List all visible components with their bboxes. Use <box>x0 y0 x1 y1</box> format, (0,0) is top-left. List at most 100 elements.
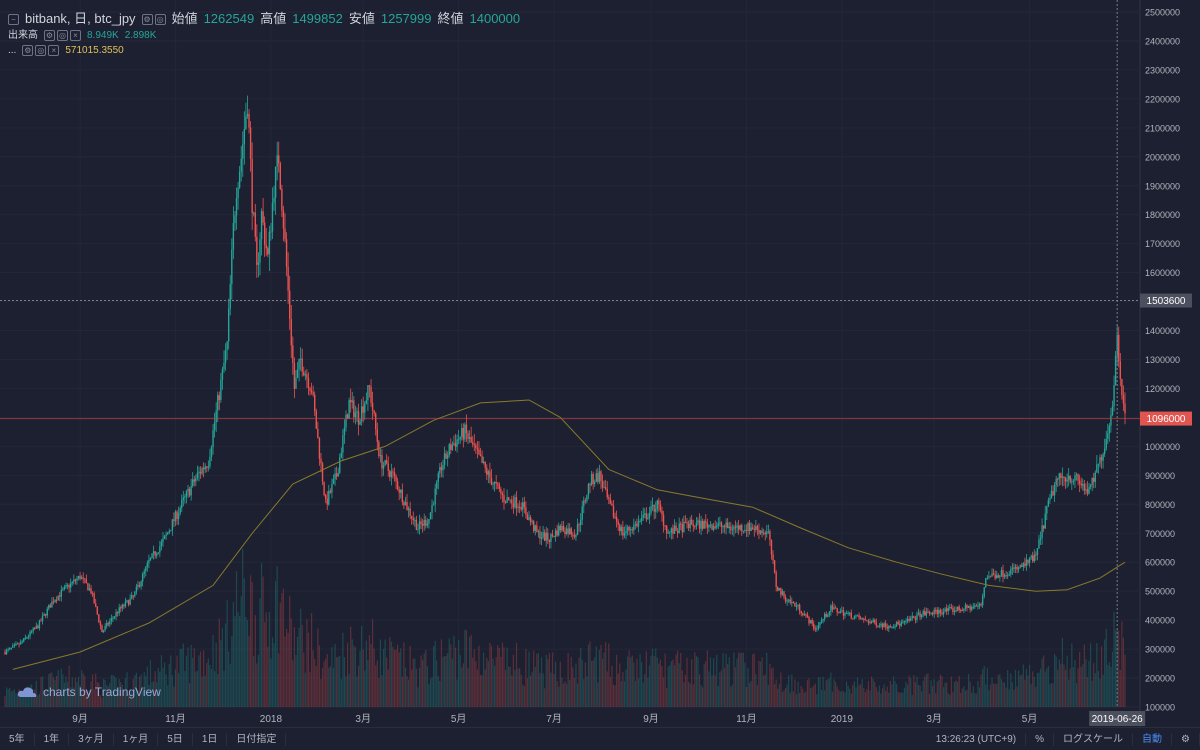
candle-body <box>1027 559 1029 563</box>
volume-bar <box>960 693 962 707</box>
candle-body <box>927 611 929 613</box>
volume-bar <box>51 672 53 707</box>
candle-body <box>640 517 643 522</box>
candle-body <box>135 586 138 592</box>
candle-body <box>523 502 526 508</box>
volume-bar <box>48 674 50 707</box>
candle-body <box>4 651 6 655</box>
volume-bar <box>1025 669 1028 707</box>
volume-bar <box>304 672 306 707</box>
candle-body <box>40 620 42 622</box>
range-3m[interactable]: 3ヶ月 <box>69 732 114 746</box>
volume-bar <box>384 639 386 707</box>
candle-body <box>806 614 809 618</box>
low-label: 安値 <box>348 11 375 26</box>
volume-bar <box>747 667 749 707</box>
candle-body <box>698 520 701 529</box>
candle-body <box>414 519 416 521</box>
candle-body <box>1024 563 1026 567</box>
volume-bar <box>630 657 632 707</box>
volume-bar <box>118 678 120 707</box>
volume-bar <box>1107 665 1109 707</box>
volume-bar <box>296 636 299 707</box>
candle-body <box>747 523 749 532</box>
volume-bar <box>370 643 372 707</box>
log-scale-toggle[interactable]: ログスケール <box>1054 732 1134 746</box>
volume-bar <box>897 691 899 707</box>
volume-bar <box>425 650 427 707</box>
volume-bar <box>281 593 283 707</box>
hide-icon[interactable]: ◎ <box>154 13 166 25</box>
crosshair-price-label: 1503600 <box>1140 293 1192 308</box>
range-custom-date[interactable]: 日付指定 <box>227 732 287 746</box>
volume-bar <box>234 616 236 707</box>
range-1d[interactable]: 1日 <box>193 732 228 746</box>
volume-bar <box>345 676 347 707</box>
candle-body <box>964 605 967 609</box>
candle-body <box>401 489 404 503</box>
volume-remove-icon[interactable]: × <box>70 30 81 41</box>
range-1y[interactable]: 1年 <box>35 732 70 746</box>
auto-scale-toggle[interactable]: 自動 <box>1133 732 1173 746</box>
volume-bar <box>249 575 252 707</box>
candle-body <box>572 534 574 536</box>
clock-time[interactable]: 13:26:23 (UTC+9) <box>927 732 1027 746</box>
candle-body <box>407 508 410 510</box>
candle-body <box>637 521 640 527</box>
volume-bar <box>137 690 139 707</box>
candle-body <box>947 607 949 612</box>
candle-body <box>41 615 44 621</box>
gear-icon[interactable]: ⚙ <box>1172 732 1200 746</box>
volume-bar <box>59 692 61 707</box>
volume-bar <box>99 695 102 707</box>
candle-body <box>908 618 910 621</box>
volume-bar <box>967 673 970 707</box>
ma-remove-icon[interactable]: × <box>48 45 60 56</box>
volume-bar <box>312 650 314 707</box>
volume-bar <box>395 649 397 707</box>
candle-body <box>728 526 730 529</box>
candle-body <box>606 488 608 498</box>
candle-body <box>109 621 111 625</box>
candle-body <box>360 406 363 422</box>
candle-body <box>922 611 924 615</box>
range-5d[interactable]: 5日 <box>158 732 193 746</box>
time-tick-label: 3月 <box>355 713 371 725</box>
candle-body <box>1121 379 1123 395</box>
candle-body <box>96 606 98 615</box>
ma-hide-icon[interactable]: ◎ <box>35 45 47 56</box>
candle-body <box>935 609 937 611</box>
range-5y[interactable]: 5年 <box>0 732 35 746</box>
candle-body <box>1093 477 1095 482</box>
percent-toggle[interactable]: % <box>1026 732 1055 746</box>
candle-body <box>395 475 397 482</box>
candle-body <box>586 495 588 501</box>
volume-bar <box>844 692 846 707</box>
candle-body <box>335 473 338 477</box>
candle-body <box>1108 425 1111 434</box>
candle-body <box>320 458 322 464</box>
candle-body <box>1003 575 1006 577</box>
volume-bar <box>242 548 244 707</box>
volume-bar <box>132 679 134 707</box>
candle-body <box>623 533 626 536</box>
candle-body <box>1006 575 1009 577</box>
range-1m[interactable]: 1ヶ月 <box>114 732 159 746</box>
volume-bar <box>459 654 461 707</box>
settings-icon[interactable]: ⚙ <box>141 13 153 25</box>
volume-bar <box>218 618 220 707</box>
candle-body <box>617 521 619 525</box>
candle-body <box>115 612 117 617</box>
ma-settings-icon[interactable]: ⚙ <box>22 45 34 56</box>
collapse-legend-icon[interactable]: − <box>8 13 19 25</box>
volume-bar <box>1102 674 1104 707</box>
volume-hide-icon[interactable]: ◎ <box>57 30 68 41</box>
volume-bar <box>578 657 580 707</box>
volume-settings-icon[interactable]: ⚙ <box>44 30 55 41</box>
chart-legend: − bitbank, 日, btc_jpy ⚙ ◎ 始値 1262549 高値 14… <box>8 10 520 58</box>
tradingview-watermark[interactable]: charts by TradingView <box>17 685 161 699</box>
candle-body <box>814 628 816 630</box>
volume-bar <box>70 687 72 707</box>
volume-bar <box>864 692 866 707</box>
